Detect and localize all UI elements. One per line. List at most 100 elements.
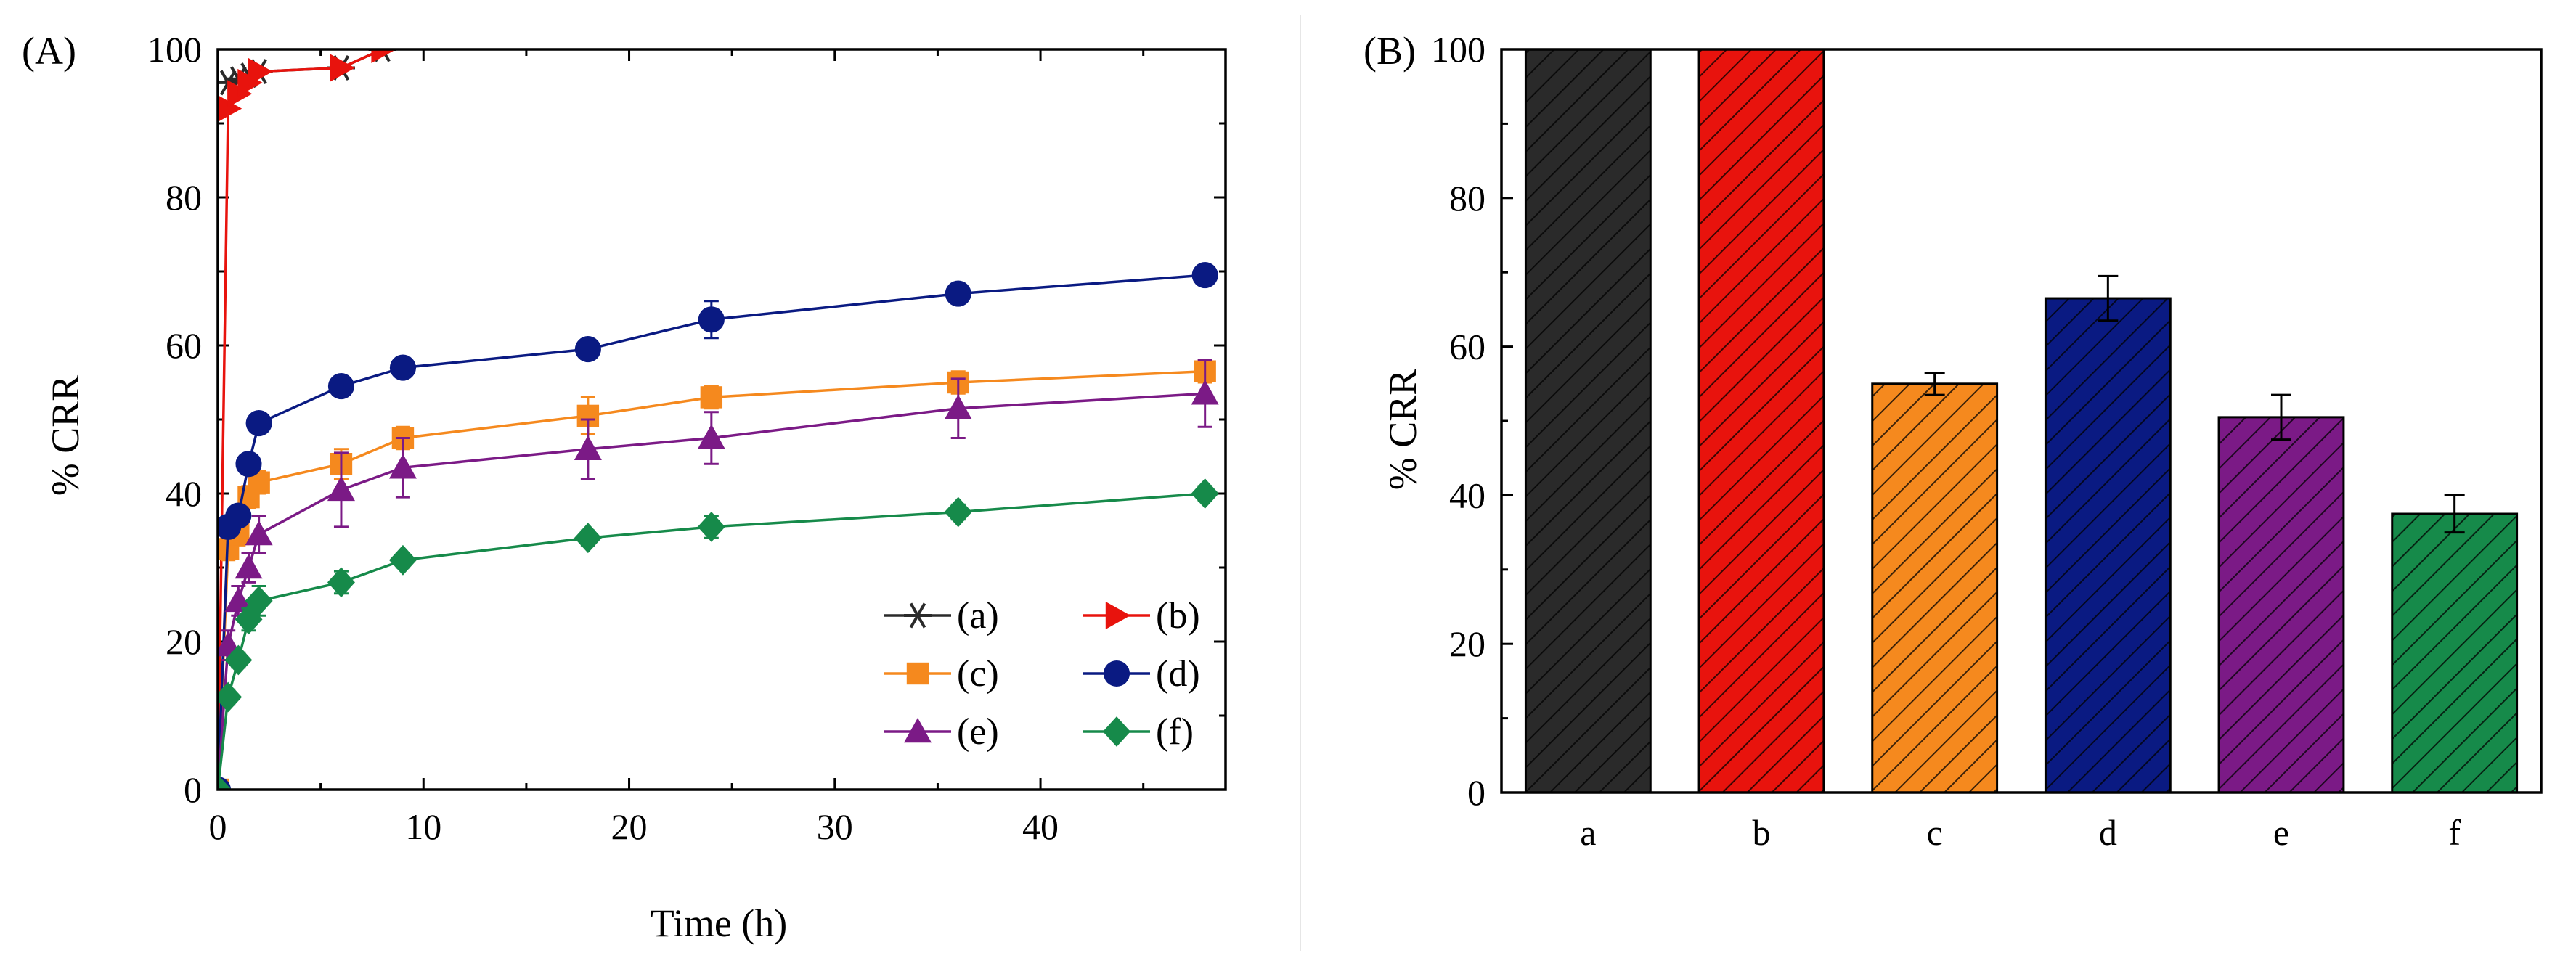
legend-item-f: (f) [1083,711,1194,753]
data-point [218,681,242,713]
y-tick-label: 20 [166,621,202,662]
bar-a [1524,48,1652,794]
data-point [906,662,929,685]
data-point [218,774,232,790]
data-point [1105,602,1130,629]
data-point [1191,478,1219,509]
y-tick-label: 80 [1449,178,1485,218]
x-tick-label: 40 [1022,806,1059,847]
data-point [1191,380,1219,405]
x-category-label: d [2099,812,2117,853]
data-point [327,475,355,502]
star-stroke [380,49,391,62]
legend-item-c: (c) [884,653,999,695]
legend-label: (f) [1156,711,1194,753]
bar [1871,382,1999,794]
data-point [245,520,273,546]
x-category-label: a [1580,812,1596,853]
data-point [245,586,273,616]
data-point [224,586,253,613]
data-point [697,512,725,542]
legend-label: (d) [1156,653,1200,695]
data-point [245,410,272,437]
line-chart-svg: (A) Time (h) % CRR 0 20 40 60 80 100 0 10 20 30 40… [22,29,1227,945]
data-point [327,567,355,598]
bar-c [1871,371,1999,794]
data-point [235,554,263,579]
data-point [697,424,725,449]
x-tick-label: 0 [209,806,227,847]
bar [2044,297,2172,794]
y-tick-label: 40 [166,473,202,514]
data-point [327,373,355,400]
data-point [574,523,602,554]
bar-chart-svg: (B) % CRR 0 20 40 60 80 100 a b c d e f [1364,29,2543,853]
legend-item-e: (e) [884,711,999,753]
data-point [944,496,972,528]
y-tick-label: 0 [1467,772,1485,813]
star-stroke [909,602,926,629]
legend-label: (c) [957,653,999,695]
bar [2217,416,2345,794]
series-f [218,478,1219,790]
y-tick-label: 40 [1449,475,1485,515]
bar-f [2391,494,2519,794]
y-tick-label: 100 [1431,29,1485,70]
panel-a-line-chart: (A) Time (h) % CRR 0 20 40 60 80 100 0 10 20 30 40… [22,29,1227,945]
data-point [945,280,971,307]
panel-b-label: (B) [1364,29,1416,73]
data-point [330,54,355,82]
data-point [388,454,417,479]
y-tick-label: 20 [1449,623,1485,664]
data-point [218,95,242,123]
legend-label: (e) [957,711,999,753]
legend-label: (b) [1156,595,1200,637]
x-category-label: c [1927,812,1943,853]
y-tick-label: 60 [166,325,202,366]
data-point [574,336,601,363]
bar-b [1697,48,1825,794]
y-axis-title: % CRR [44,375,87,496]
x-tick-label: 30 [817,806,853,847]
series-line [218,49,383,790]
data-point [904,602,932,629]
plot-area [218,49,1219,790]
x-tick-label: 10 [405,806,441,847]
data-point [248,57,273,86]
panel-b-bar-chart: (B) % CRR 0 20 40 60 80 100 a b c d e f [1307,0,2576,966]
data-point [1191,262,1218,289]
series-b [218,49,396,790]
y-tick-label: 80 [166,177,202,218]
panel-divider [1300,15,1301,951]
legend: (a) (b) (c) (d) (e) (f) [884,595,1200,753]
data-point [1103,716,1130,747]
data-point [224,644,253,676]
bar [1524,48,1652,794]
data-point [371,49,396,63]
legend-item-a: (a) [884,595,999,637]
panel-a-label: (A) [22,29,76,73]
data-point [698,306,725,333]
plot-frame [1500,48,2543,794]
plot-frame [216,48,1227,791]
legend-item-d: (d) [1083,653,1200,695]
bar [2391,512,2519,794]
x-category-label: f [2448,812,2461,853]
y-axis-title-b: % CRR [1381,369,1424,491]
x-axis-title: Time (h) [651,901,788,945]
x-category-label: b [1753,812,1771,853]
y-tick-label: 60 [1449,327,1485,367]
data-point [904,718,932,743]
y-tick-label: 0 [184,769,202,810]
data-point [944,394,972,419]
series-d [218,262,1218,790]
data-point [235,451,262,478]
data-point [389,354,416,381]
x-category-label: e [2273,812,2289,853]
data-point [574,435,602,460]
bar-d [2044,274,2172,794]
y-tick-label: 100 [147,29,202,70]
data-point [225,502,252,529]
bar [1697,48,1825,794]
data-point [1103,660,1130,687]
